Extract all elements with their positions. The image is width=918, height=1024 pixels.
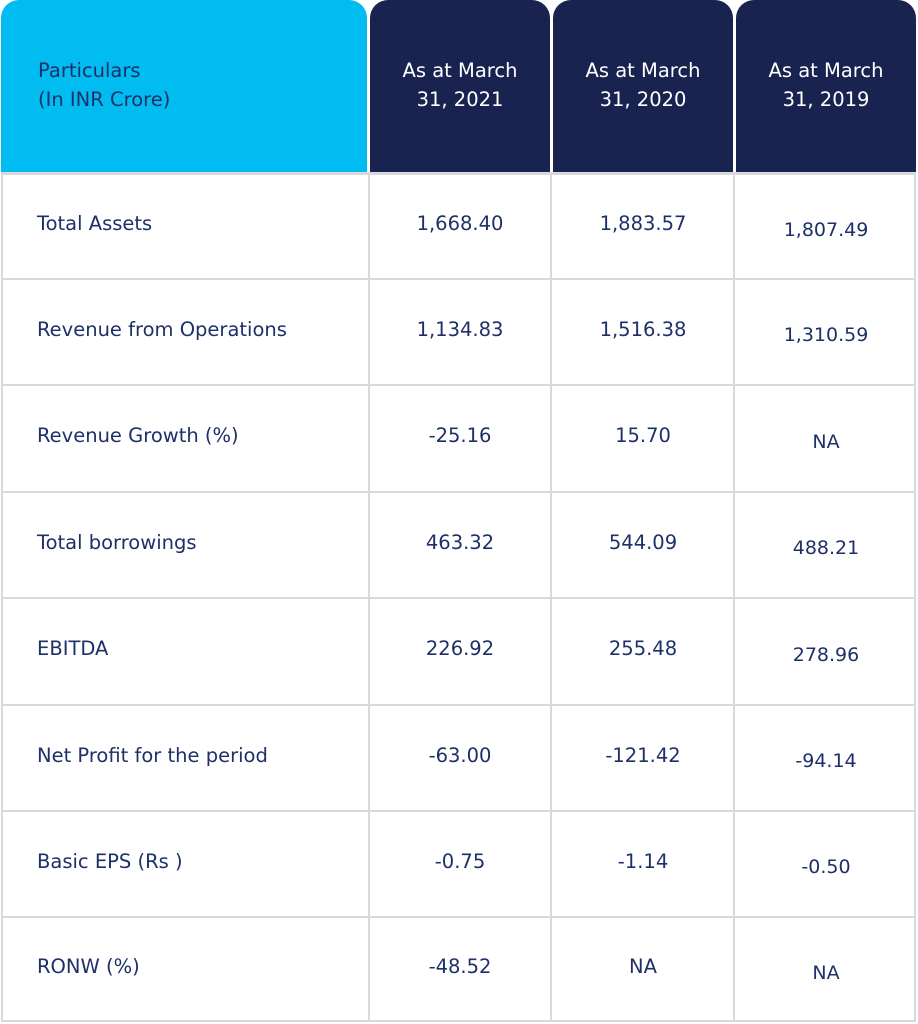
row-divider [1,384,916,386]
table-row: RONW (%) -48.52 NA NA [0,917,918,1022]
header-2021: As at March 31, 2021 [370,0,550,172]
row-value-2020: 255.48 [608,637,678,660]
row-label: Total borrowings [37,530,197,554]
row-divider [1,916,916,918]
row-value-2019: 1,807.49 [783,218,869,241]
row-value-2021: 1,134.83 [416,317,504,341]
header-2020-line1: As at March [585,59,701,82]
row-divider [1,597,916,599]
row-value-2020: NA [629,955,657,978]
row-divider [1,704,916,706]
row-value-2019: NA [812,430,840,453]
row-value-2019: 1,310.59 [783,324,869,346]
table-row: EBITDA 226.92 255.48 278.96 [0,598,918,705]
row-value-2021: -0.75 [434,849,486,873]
row-divider [1,278,916,280]
table-row: Total borrowings 463.32 544.09 488.21 [0,492,918,598]
header-2019-line1: As at March [768,59,884,82]
header-2020: As at March 31, 2020 [553,0,733,172]
row-value-2020: 1,516.38 [599,317,687,341]
row-label: Revenue from Operations [37,317,287,341]
row-value-2021: 226.92 [425,637,495,660]
row-label: Net Profit for the period [37,743,268,767]
row-value-2019: -94.14 [795,750,857,772]
row-value-2021: -48.52 [428,955,492,978]
table-row: Basic EPS (Rs ) -0.75 -1.14 -0.50 [0,811,918,917]
row-label: Basic EPS (Rs ) [37,849,183,873]
row-label: EBITDA [37,637,109,660]
row-value-2020: 1,883.57 [599,212,687,235]
row-value-2020: 544.09 [608,530,678,554]
table-row: Net Profit for the period -63.00 -121.42 -9… [0,705,918,811]
row-divider [1,810,916,812]
row-label: Revenue Growth (%) [37,424,239,447]
row-value-2020: -121.42 [605,743,681,767]
row-divider [1,491,916,493]
header-particulars: Particulars (In INR Crore) [1,0,367,172]
row-value-2021: -25.16 [428,424,492,447]
row-value-2019: 278.96 [792,643,860,666]
header-2021-line2: 31, 2021 [416,88,504,111]
row-value-2020: 15.70 [615,424,671,447]
header-2019-line2: 31, 2019 [782,88,870,111]
table-row: Total Assets 1,668.40 1,883.57 1,807.49 [0,174,918,279]
row-value-2019: NA [812,961,840,984]
header-particulars-title: Particulars [38,59,141,82]
row-label: RONW (%) [37,955,140,978]
row-value-2021: -63.00 [428,743,492,767]
row-value-2020: -1.14 [617,849,669,873]
table-row: Revenue Growth (%) -25.16 15.70 NA [0,385,918,492]
header-particulars-unit: (In INR Crore) [38,88,171,111]
row-value-2019: 488.21 [792,537,860,559]
header-2019: As at March 31, 2019 [736,0,916,172]
header-2021-line1: As at March [402,59,518,82]
row-value-2021: 1,668.40 [416,212,504,235]
row-value-2019: -0.50 [801,856,851,878]
table-row: Revenue from Operations 1,134.83 1,516.38 1… [0,279,918,385]
row-label: Total Assets [37,212,153,235]
row-value-2021: 463.32 [425,530,495,554]
header-2020-line2: 31, 2020 [599,88,687,111]
